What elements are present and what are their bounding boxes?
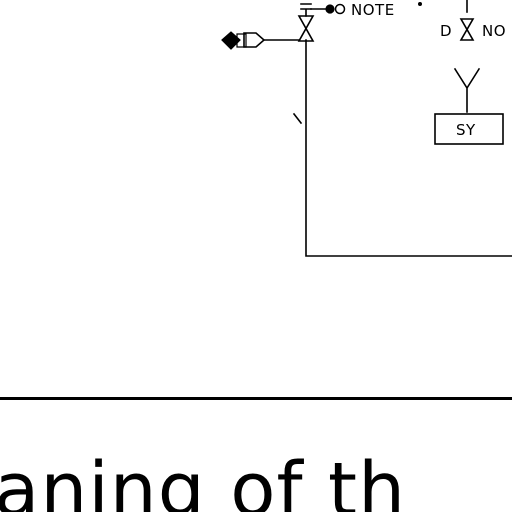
fitting-symbol-icon xyxy=(221,31,241,50)
line-tick-mark xyxy=(292,112,303,125)
right-valve-icon xyxy=(459,18,475,41)
note-label: NOTE xyxy=(351,1,395,19)
pid-diagram: NOTE D NO SY xyxy=(221,0,512,257)
gate-valve-icon xyxy=(297,15,315,42)
note-tail-dot-icon xyxy=(418,1,423,6)
section-divider xyxy=(0,397,512,400)
instrument-box xyxy=(434,113,504,145)
note-bubble-icon xyxy=(334,3,346,15)
note-bullet-icon xyxy=(325,4,335,14)
off-page-connector-icon xyxy=(243,32,266,48)
fitting-cap-icon xyxy=(236,33,247,48)
valve-left-label: D xyxy=(440,22,452,40)
valve-right-label: NO xyxy=(482,22,506,40)
caption-text: aning of th xyxy=(0,447,406,512)
valve-stem-icon xyxy=(300,3,312,17)
signal-antenna-icon xyxy=(453,67,481,113)
instrument-tag-label: SY xyxy=(456,121,476,139)
process-line xyxy=(305,39,512,257)
